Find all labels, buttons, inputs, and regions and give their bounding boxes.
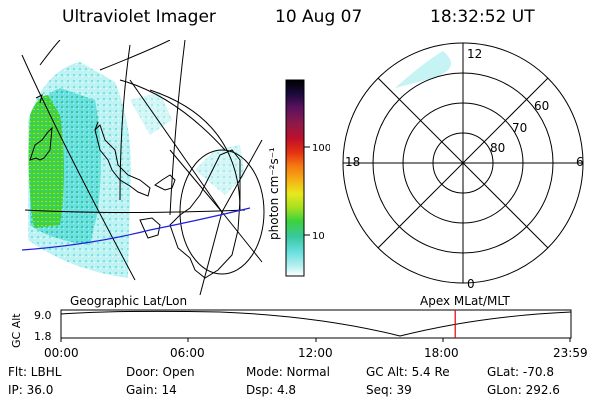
xtick-1800: 18:00 xyxy=(424,346,459,360)
colorbar-tick-10: 10 xyxy=(312,231,325,242)
mlt-label-6: 6 xyxy=(576,155,584,169)
lat-label-70: 70 xyxy=(512,121,527,135)
south-america-coast xyxy=(29,126,53,161)
glat-info: GLat: -70.8 xyxy=(487,365,554,379)
altitude-curve xyxy=(60,310,572,337)
time-label: 18:32:52 UT xyxy=(430,7,535,27)
timeline-ymin: 1.8 xyxy=(34,330,52,343)
timeline-ylabel: GC Alt xyxy=(10,313,23,348)
colorbar: 100 10 photon cm⁻²s⁻¹ xyxy=(267,79,330,277)
gain-info: Gain: 14 xyxy=(126,383,177,397)
mode-info: Mode: Normal xyxy=(246,365,330,379)
ip-info: IP: 36.0 xyxy=(8,383,54,397)
mlt-label-12: 12 xyxy=(467,47,482,61)
date-label: 10 Aug 07 xyxy=(275,7,363,27)
colorbar-tick-100: 100 xyxy=(312,143,330,154)
geographic-map xyxy=(21,40,265,295)
colorbar-label: photon cm⁻²s⁻¹ xyxy=(267,147,281,240)
mlt-label-0: 0 xyxy=(467,277,475,290)
altitude-timeline: GC Alt 9.0 1.8 00:00 06:00 12:00 18:00 2… xyxy=(10,309,588,360)
xtick-0000: 00:00 xyxy=(44,346,79,360)
lat-label-80: 80 xyxy=(490,141,505,155)
door-info: Door: Open xyxy=(126,365,195,379)
lat-label-60: 60 xyxy=(534,99,549,113)
timeline-frame xyxy=(60,309,572,339)
colorbar-gradient xyxy=(285,79,305,277)
timeline-ymax: 9.0 xyxy=(34,309,52,322)
mlt-label-18: 18 xyxy=(345,155,360,169)
xtick-1200: 12:00 xyxy=(298,346,333,360)
gcalt-info: GC Alt: 5.4 Re xyxy=(366,365,450,379)
dsp-info: Dsp: 4.8 xyxy=(246,383,297,397)
polar-emission xyxy=(395,51,451,88)
emission-core xyxy=(28,95,65,228)
antarctica-coast xyxy=(169,149,241,279)
terminator-line xyxy=(21,207,251,251)
instrument-title: Ultraviolet Imager xyxy=(62,7,216,27)
polar-plot: 12 6 0 18 60 70 80 xyxy=(342,42,584,290)
geographic-title: Geographic Lat/Lon xyxy=(70,294,188,308)
xtick-2359: 23:59 xyxy=(553,346,588,360)
xtick-0600: 06:00 xyxy=(170,346,205,360)
seq-info: Seq: 39 xyxy=(366,383,412,397)
glon-info: GLon: 292.6 xyxy=(487,383,560,397)
flt-info: Flt: LBHL xyxy=(8,365,62,379)
apex-title: Apex MLat/MLT xyxy=(420,294,510,308)
